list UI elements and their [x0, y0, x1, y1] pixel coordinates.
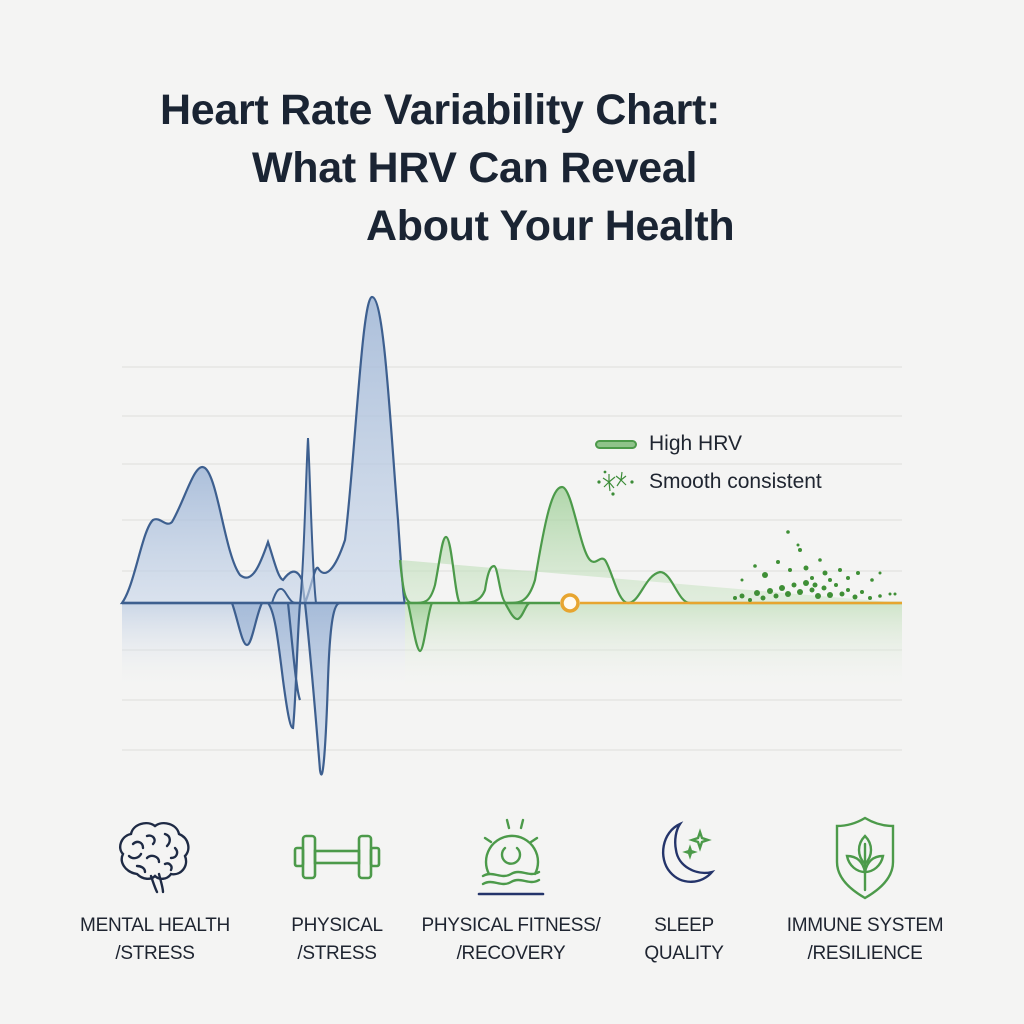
category-physical-stress: PHYSICAL /STRESS	[237, 810, 437, 968]
low-hrv-tall-needle	[298, 437, 318, 604]
hrv-chart	[119, 295, 902, 776]
scatter-points	[733, 530, 897, 602]
brain-icon	[119, 822, 190, 894]
high-hrv-dips	[406, 601, 531, 653]
legend-item-smooth: Smooth consistent	[595, 463, 822, 501]
category-label-line1: IMMUNE SYSTEM	[786, 915, 944, 936]
title-line-1: Heart Rate Variability Chart:	[160, 86, 721, 134]
category-label-line1: PHYSICAL	[291, 915, 383, 936]
category-physical-fitness: PHYSICAL FITNESS/ /RECOVERY	[411, 810, 611, 968]
green-burst-swatch-icon	[597, 470, 634, 496]
category-immune-system: IMMUNE SYSTEM /RESILIENCE	[765, 810, 965, 968]
chart-legend: High HRV Smooth consistent	[595, 425, 822, 501]
shield-leaf-icon	[835, 816, 895, 900]
category-label-line2: /STRESS	[115, 943, 195, 964]
category-label-line2: QUALITY	[644, 943, 724, 964]
legend-label: Smooth consistent	[649, 470, 822, 493]
green-line-swatch-icon	[595, 439, 637, 449]
dumbbell-icon	[293, 834, 381, 880]
title-line-3: About Your Health	[366, 202, 735, 250]
category-label-line1: PHYSICAL FITNESS/	[421, 915, 601, 936]
low-hrv-main-spike	[303, 295, 407, 605]
category-label-line1: MENTAL HEALTH	[80, 915, 230, 936]
moon-stars-icon	[662, 821, 716, 883]
category-sleep-quality: SLEEP QUALITY	[584, 810, 784, 968]
category-label-line2: /STRESS	[297, 943, 377, 964]
legend-item-high-hrv: High HRV	[595, 425, 822, 463]
high-hrv-area	[398, 485, 902, 605]
low-hrv-area	[119, 465, 307, 605]
category-label-line1: SLEEP	[654, 915, 714, 936]
low-hrv-dips	[230, 601, 341, 776]
baseline-marker	[560, 593, 580, 613]
category-label-line2: /RECOVERY	[456, 943, 566, 964]
category-mental-health: MENTAL HEALTH /STRESS	[55, 810, 255, 968]
legend-label: High HRV	[649, 432, 742, 455]
category-label-line2: /RESILIENCE	[807, 943, 923, 964]
sunrise-icon	[477, 818, 545, 896]
title-line-2: What HRV Can Reveal	[252, 144, 698, 192]
